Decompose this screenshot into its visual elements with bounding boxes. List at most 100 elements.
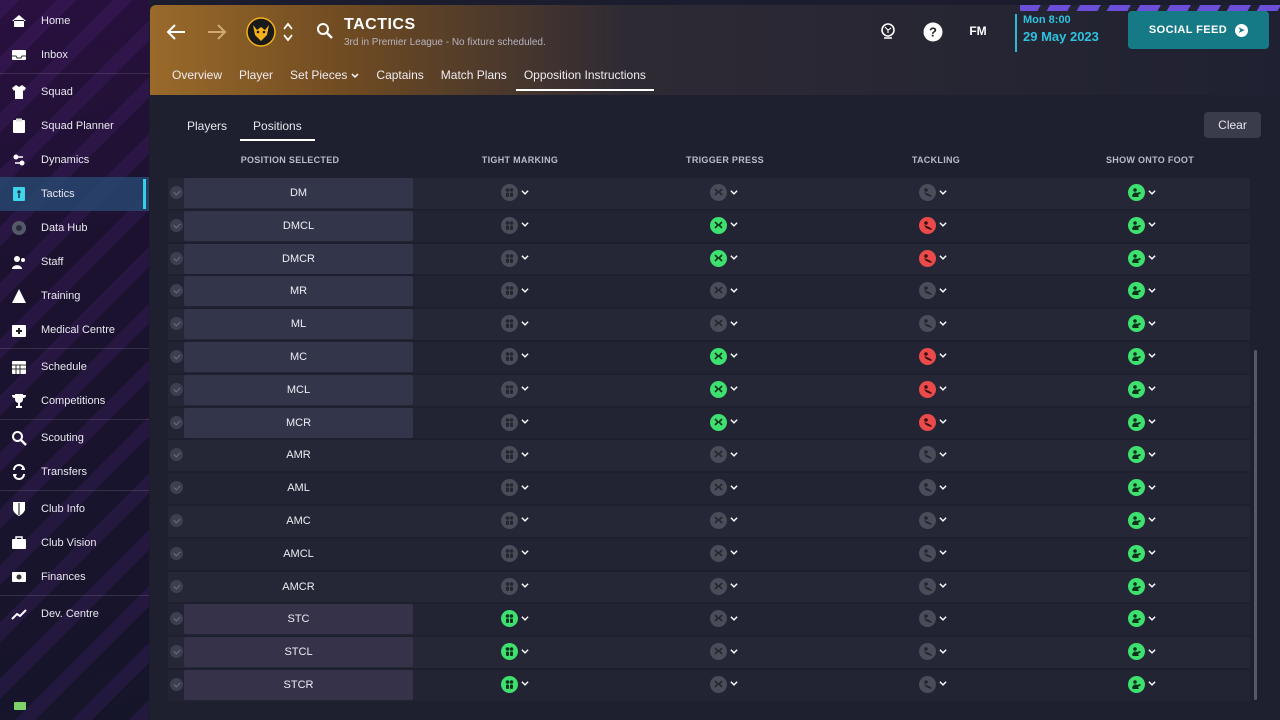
row-select-checkbox[interactable] — [170, 317, 183, 331]
sidebar-item-transfers[interactable]: Transfers — [0, 455, 149, 489]
club-switch-chevrons-icon[interactable] — [281, 19, 295, 45]
tackling-dropdown[interactable] — [919, 347, 947, 365]
sidebar-item-finances[interactable]: Finances — [0, 560, 149, 594]
sidebar-item-schedule[interactable]: Schedule — [0, 350, 149, 384]
row-select-checkbox[interactable] — [170, 546, 183, 560]
row-select-checkbox[interactable] — [170, 284, 183, 298]
position-label[interactable]: MC — [184, 341, 413, 372]
tight-marking-dropdown[interactable] — [501, 675, 529, 693]
tab-set-pieces[interactable]: Set Pieces — [282, 65, 367, 93]
show-onto-foot-dropdown[interactable] — [1128, 347, 1156, 365]
trigger-press-dropdown[interactable] — [710, 216, 738, 234]
position-label[interactable]: AMR — [286, 449, 311, 462]
row-select-checkbox[interactable] — [170, 448, 183, 462]
tackling-dropdown[interactable] — [919, 479, 947, 497]
row-select-checkbox[interactable] — [170, 513, 183, 527]
position-label[interactable]: DM — [184, 178, 413, 208]
tight-marking-dropdown[interactable] — [501, 479, 529, 497]
show-onto-foot-dropdown[interactable] — [1128, 511, 1156, 529]
row-select-checkbox[interactable] — [170, 579, 183, 593]
trigger-press-dropdown[interactable] — [710, 315, 738, 333]
row-select-checkbox[interactable] — [170, 415, 183, 429]
show-onto-foot-dropdown[interactable] — [1128, 610, 1156, 628]
sidebar-item-inbox[interactable]: Inbox — [0, 38, 149, 72]
status-indicator-icon[interactable] — [14, 702, 26, 710]
position-label[interactable]: DMCR — [184, 243, 413, 274]
trigger-press-dropdown[interactable] — [710, 347, 738, 365]
tight-marking-dropdown[interactable] — [501, 315, 529, 333]
position-label[interactable]: MCL — [184, 374, 413, 405]
sidebar-item-dynamics[interactable]: Dynamics — [0, 143, 149, 177]
sidebar-item-competitions[interactable]: Competitions — [0, 384, 149, 418]
position-label[interactable]: DMCL — [184, 210, 413, 241]
trigger-press-dropdown[interactable] — [710, 643, 738, 661]
trigger-press-dropdown[interactable] — [710, 446, 738, 464]
tight-marking-dropdown[interactable] — [501, 544, 529, 562]
show-onto-foot-dropdown[interactable] — [1128, 643, 1156, 661]
sidebar-item-club-vision[interactable]: Club Vision — [0, 526, 149, 560]
subtab-players[interactable]: Players — [187, 119, 228, 133]
tight-marking-dropdown[interactable] — [501, 446, 529, 464]
tackling-dropdown[interactable] — [919, 675, 947, 693]
position-label[interactable]: MCR — [184, 407, 413, 438]
row-select-checkbox[interactable] — [170, 382, 183, 396]
tab-player[interactable]: Player — [231, 65, 281, 93]
sidebar-item-squad[interactable]: Squad — [0, 75, 149, 109]
row-select-checkbox[interactable] — [170, 218, 183, 232]
position-label[interactable]: AML — [287, 482, 310, 495]
tight-marking-dropdown[interactable] — [501, 216, 529, 234]
tackling-dropdown[interactable] — [919, 577, 947, 595]
tackling-dropdown[interactable] — [919, 184, 947, 201]
row-select-checkbox[interactable] — [170, 677, 183, 691]
show-onto-foot-dropdown[interactable] — [1128, 282, 1156, 300]
show-onto-foot-dropdown[interactable] — [1128, 675, 1156, 693]
sidebar-item-home[interactable]: Home — [0, 4, 149, 38]
show-onto-foot-dropdown[interactable] — [1128, 577, 1156, 595]
forward-arrow-icon[interactable] — [205, 22, 229, 42]
show-onto-foot-dropdown[interactable] — [1128, 413, 1156, 431]
position-label[interactable]: MR — [184, 276, 413, 307]
row-select-checkbox[interactable] — [170, 612, 183, 626]
tight-marking-dropdown[interactable] — [501, 643, 529, 661]
tackling-dropdown[interactable] — [919, 315, 947, 333]
help-icon[interactable]: ? — [922, 21, 943, 42]
tab-captains[interactable]: Captains — [368, 65, 431, 93]
tight-marking-dropdown[interactable] — [501, 282, 529, 300]
tight-marking-dropdown[interactable] — [501, 380, 529, 398]
tackling-dropdown[interactable] — [919, 249, 947, 267]
tackling-dropdown[interactable] — [919, 610, 947, 628]
tackling-dropdown[interactable] — [919, 413, 947, 431]
sidebar-item-club-info[interactable]: Club Info — [0, 492, 149, 526]
trigger-press-dropdown[interactable] — [710, 577, 738, 595]
tackling-dropdown[interactable] — [919, 446, 947, 464]
trigger-press-dropdown[interactable] — [710, 511, 738, 529]
clear-button[interactable]: Clear — [1204, 112, 1261, 138]
row-select-checkbox[interactable] — [170, 645, 183, 659]
trigger-press-dropdown[interactable] — [710, 184, 738, 201]
social-feed-button[interactable]: SOCIAL FEED ➤ — [1128, 11, 1269, 49]
trigger-press-dropdown[interactable] — [710, 282, 738, 300]
show-onto-foot-dropdown[interactable] — [1128, 446, 1156, 464]
sidebar-item-medical-centre[interactable]: Medical Centre — [0, 313, 149, 347]
trigger-press-dropdown[interactable] — [710, 544, 738, 562]
row-select-checkbox[interactable] — [170, 481, 183, 495]
tackling-dropdown[interactable] — [919, 511, 947, 529]
trigger-press-dropdown[interactable] — [710, 479, 738, 497]
sidebar-item-training[interactable]: Training — [0, 279, 149, 313]
game-date[interactable]: Mon 8:00 29 May 2023 — [1015, 14, 1099, 52]
row-select-checkbox[interactable] — [170, 186, 183, 199]
scrollbar[interactable] — [1254, 350, 1257, 700]
club-badge-icon[interactable] — [245, 16, 277, 48]
show-onto-foot-dropdown[interactable] — [1128, 249, 1156, 267]
trigger-press-dropdown[interactable] — [710, 610, 738, 628]
tight-marking-dropdown[interactable] — [501, 249, 529, 267]
tight-marking-dropdown[interactable] — [501, 413, 529, 431]
sidebar-item-squad-planner[interactable]: Squad Planner — [0, 109, 149, 143]
trigger-press-dropdown[interactable] — [710, 413, 738, 431]
position-label[interactable]: AMCL — [283, 547, 314, 560]
trigger-press-dropdown[interactable] — [710, 380, 738, 398]
sidebar-item-staff[interactable]: Staff — [0, 245, 149, 279]
tackling-dropdown[interactable] — [919, 544, 947, 562]
tight-marking-dropdown[interactable] — [501, 511, 529, 529]
subtab-positions[interactable]: Positions — [240, 115, 315, 141]
